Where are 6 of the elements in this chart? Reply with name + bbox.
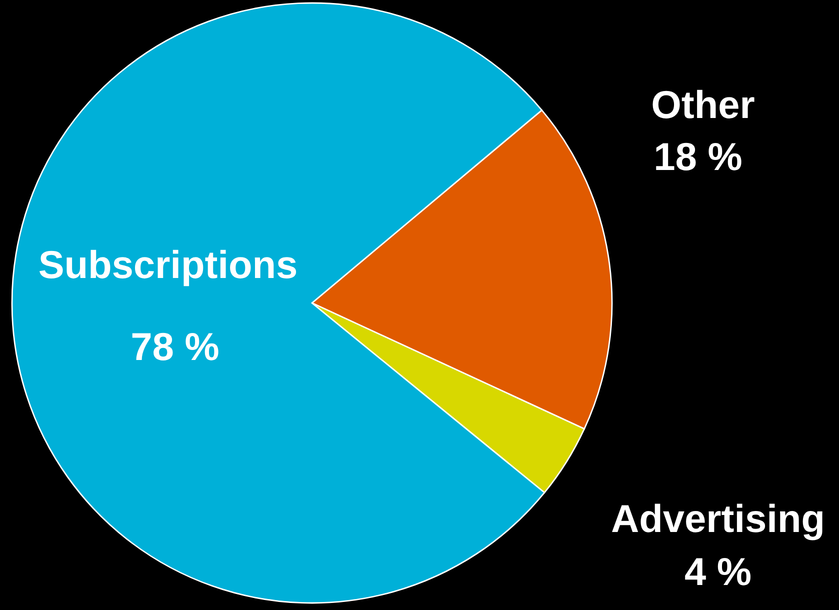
slice-label: Other (652, 90, 754, 118)
data-label: 18 % (656, 142, 742, 170)
slice-label: Advertising (612, 504, 822, 540)
data-label: 4 % (685, 558, 750, 586)
slice-label: Subscriptions (39, 250, 296, 286)
data-label: 78 % (132, 332, 218, 360)
